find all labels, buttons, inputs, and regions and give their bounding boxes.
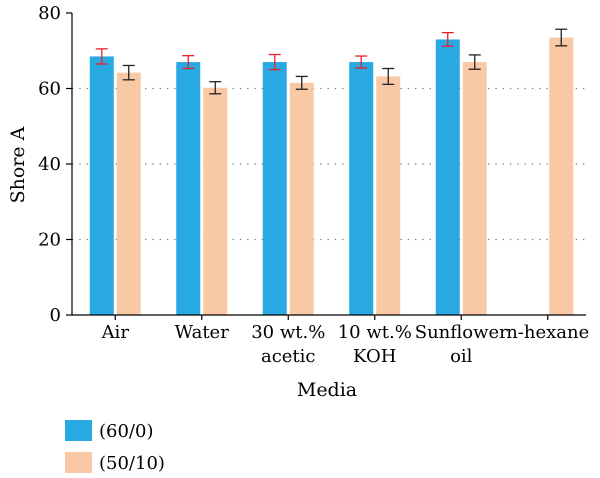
- y-tick-label: 20: [38, 230, 61, 251]
- bar: [462, 62, 487, 316]
- bar: [116, 72, 141, 316]
- x-tick-label: oil: [450, 346, 473, 367]
- x-axis-label: Media: [297, 379, 357, 401]
- x-tick-label: 30 wt.%: [251, 322, 325, 343]
- legend: (60/0) (50/10): [65, 420, 165, 474]
- legend-swatch: [65, 452, 92, 473]
- bar: [376, 76, 401, 315]
- bar: [349, 62, 374, 316]
- bar: [262, 62, 287, 316]
- bars: [89, 28, 574, 316]
- x-tick-label: n-hexane: [506, 322, 589, 343]
- bar: [176, 62, 201, 316]
- axes: 0 20 40 60 80 Air Water 30 wt.% acetic 10 wt.% KOH…: [38, 3, 589, 367]
- x-tick-label: Air: [101, 322, 130, 343]
- y-tick-label: 0: [50, 305, 61, 326]
- legend-swatch: [65, 420, 92, 441]
- bar: [549, 37, 574, 315]
- x-tick-label: acetic: [261, 346, 316, 367]
- grid-lines: [72, 87, 586, 241]
- y-tick-label: 40: [38, 154, 61, 175]
- legend-label: (50/10): [99, 453, 165, 474]
- x-tick-label: KOH: [353, 346, 396, 367]
- x-tick-label: Sunflower: [415, 322, 508, 343]
- y-axis-label: Shore A: [7, 126, 29, 203]
- legend-label: (60/0): [99, 421, 153, 442]
- x-tick-label: 10 wt.%: [338, 322, 412, 343]
- bar: [435, 39, 460, 316]
- bar: [203, 87, 228, 316]
- bar: [89, 56, 114, 315]
- y-tick-label: 60: [38, 79, 61, 100]
- x-tick-label: Water: [175, 322, 230, 343]
- bar: [289, 82, 314, 316]
- y-tick-label: 80: [38, 3, 61, 24]
